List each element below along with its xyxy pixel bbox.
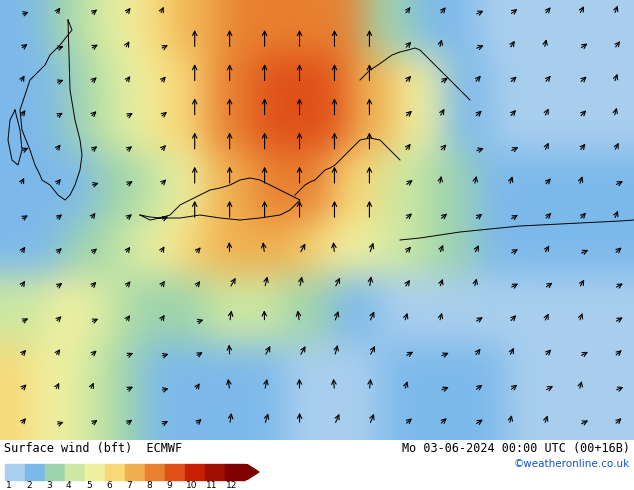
FancyArrow shape [245,465,259,480]
Text: ©weatheronline.co.uk: ©weatheronline.co.uk [514,459,630,469]
Bar [225,464,245,480]
Text: 1: 1 [6,481,12,490]
Bar [85,464,105,480]
Text: 5: 5 [86,481,92,490]
Text: Mo 03-06-2024 00:00 UTC (00+16B): Mo 03-06-2024 00:00 UTC (00+16B) [402,442,630,455]
Text: 8: 8 [146,481,152,490]
Bar [65,464,85,480]
Bar [185,464,205,480]
Bar [125,464,145,480]
Bar [145,464,165,480]
Text: 7: 7 [126,481,132,490]
Text: 10: 10 [186,481,198,490]
Text: Surface wind (bft)  ECMWF: Surface wind (bft) ECMWF [4,442,182,455]
Text: 4: 4 [66,481,72,490]
Bar [205,464,225,480]
Text: 6: 6 [106,481,112,490]
Text: 3: 3 [46,481,52,490]
Bar [5,464,25,480]
Bar [165,464,185,480]
Text: 2: 2 [26,481,32,490]
Bar [45,464,65,480]
Text: 9: 9 [166,481,172,490]
Text: 12: 12 [226,481,237,490]
Text: 11: 11 [206,481,217,490]
Bar [25,464,45,480]
Bar [105,464,125,480]
